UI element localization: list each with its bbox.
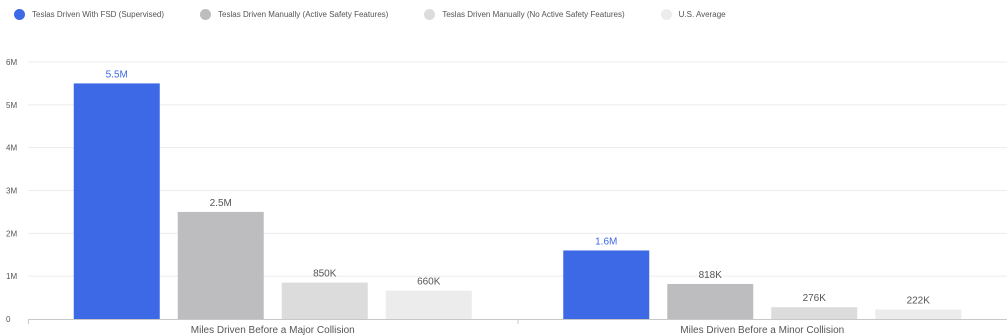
legend-swatch xyxy=(660,8,672,20)
bar xyxy=(281,282,368,319)
bar xyxy=(771,307,858,319)
bar-value-label: 850K xyxy=(313,269,337,280)
legend-swatch xyxy=(14,8,25,20)
chart-legend: Teslas Driven With FSD (Supervised) Tesla… xyxy=(0,6,748,22)
bar-value-label: 660K xyxy=(417,277,441,288)
bar-value-label: 818K xyxy=(699,270,723,281)
legend-swatch xyxy=(424,8,436,20)
y-tick-label: 4M xyxy=(6,144,17,153)
y-tick-label: 1M xyxy=(6,272,17,281)
legend-label: Teslas Driven With FSD (Supervised) xyxy=(32,9,165,19)
bar-value-label: 276K xyxy=(803,293,827,304)
legend-label: U.S. Average xyxy=(678,9,726,19)
bar xyxy=(563,250,650,319)
legend-item[interactable]: Teslas Driven With FSD (Supervised) xyxy=(0,8,165,20)
bar-value-label: 1.6M xyxy=(595,236,617,247)
bar-value-label: 2.5M xyxy=(210,198,232,209)
legend-item[interactable]: Teslas Driven Manually (No Active Safety… xyxy=(410,8,625,20)
y-tick-label: 6M xyxy=(6,58,17,67)
bar xyxy=(875,309,962,319)
bar xyxy=(667,283,754,319)
y-tick-label: 0 xyxy=(6,315,11,324)
bar xyxy=(385,290,472,319)
legend-label: Teslas Driven Manually (Active Safety Fe… xyxy=(218,9,389,19)
y-tick-label: 3M xyxy=(6,187,17,196)
legend-label: Teslas Driven Manually (No Active Safety… xyxy=(442,9,625,19)
bar-value-label: 222K xyxy=(907,295,931,306)
legend-item[interactable]: Teslas Driven Manually (Active Safety Fe… xyxy=(186,8,389,20)
y-tick-label: 2M xyxy=(6,229,17,238)
bar xyxy=(73,83,160,320)
legend-item[interactable]: U.S. Average xyxy=(647,8,726,20)
bar-value-label: 5.5M xyxy=(106,69,128,80)
bar xyxy=(177,211,264,319)
legend-swatch xyxy=(200,8,212,20)
x-category-label: Miles Driven Before a Minor Collision xyxy=(680,325,844,336)
x-category-label: Miles Driven Before a Major Collision xyxy=(191,325,355,336)
y-tick-label: 5M xyxy=(6,101,17,110)
